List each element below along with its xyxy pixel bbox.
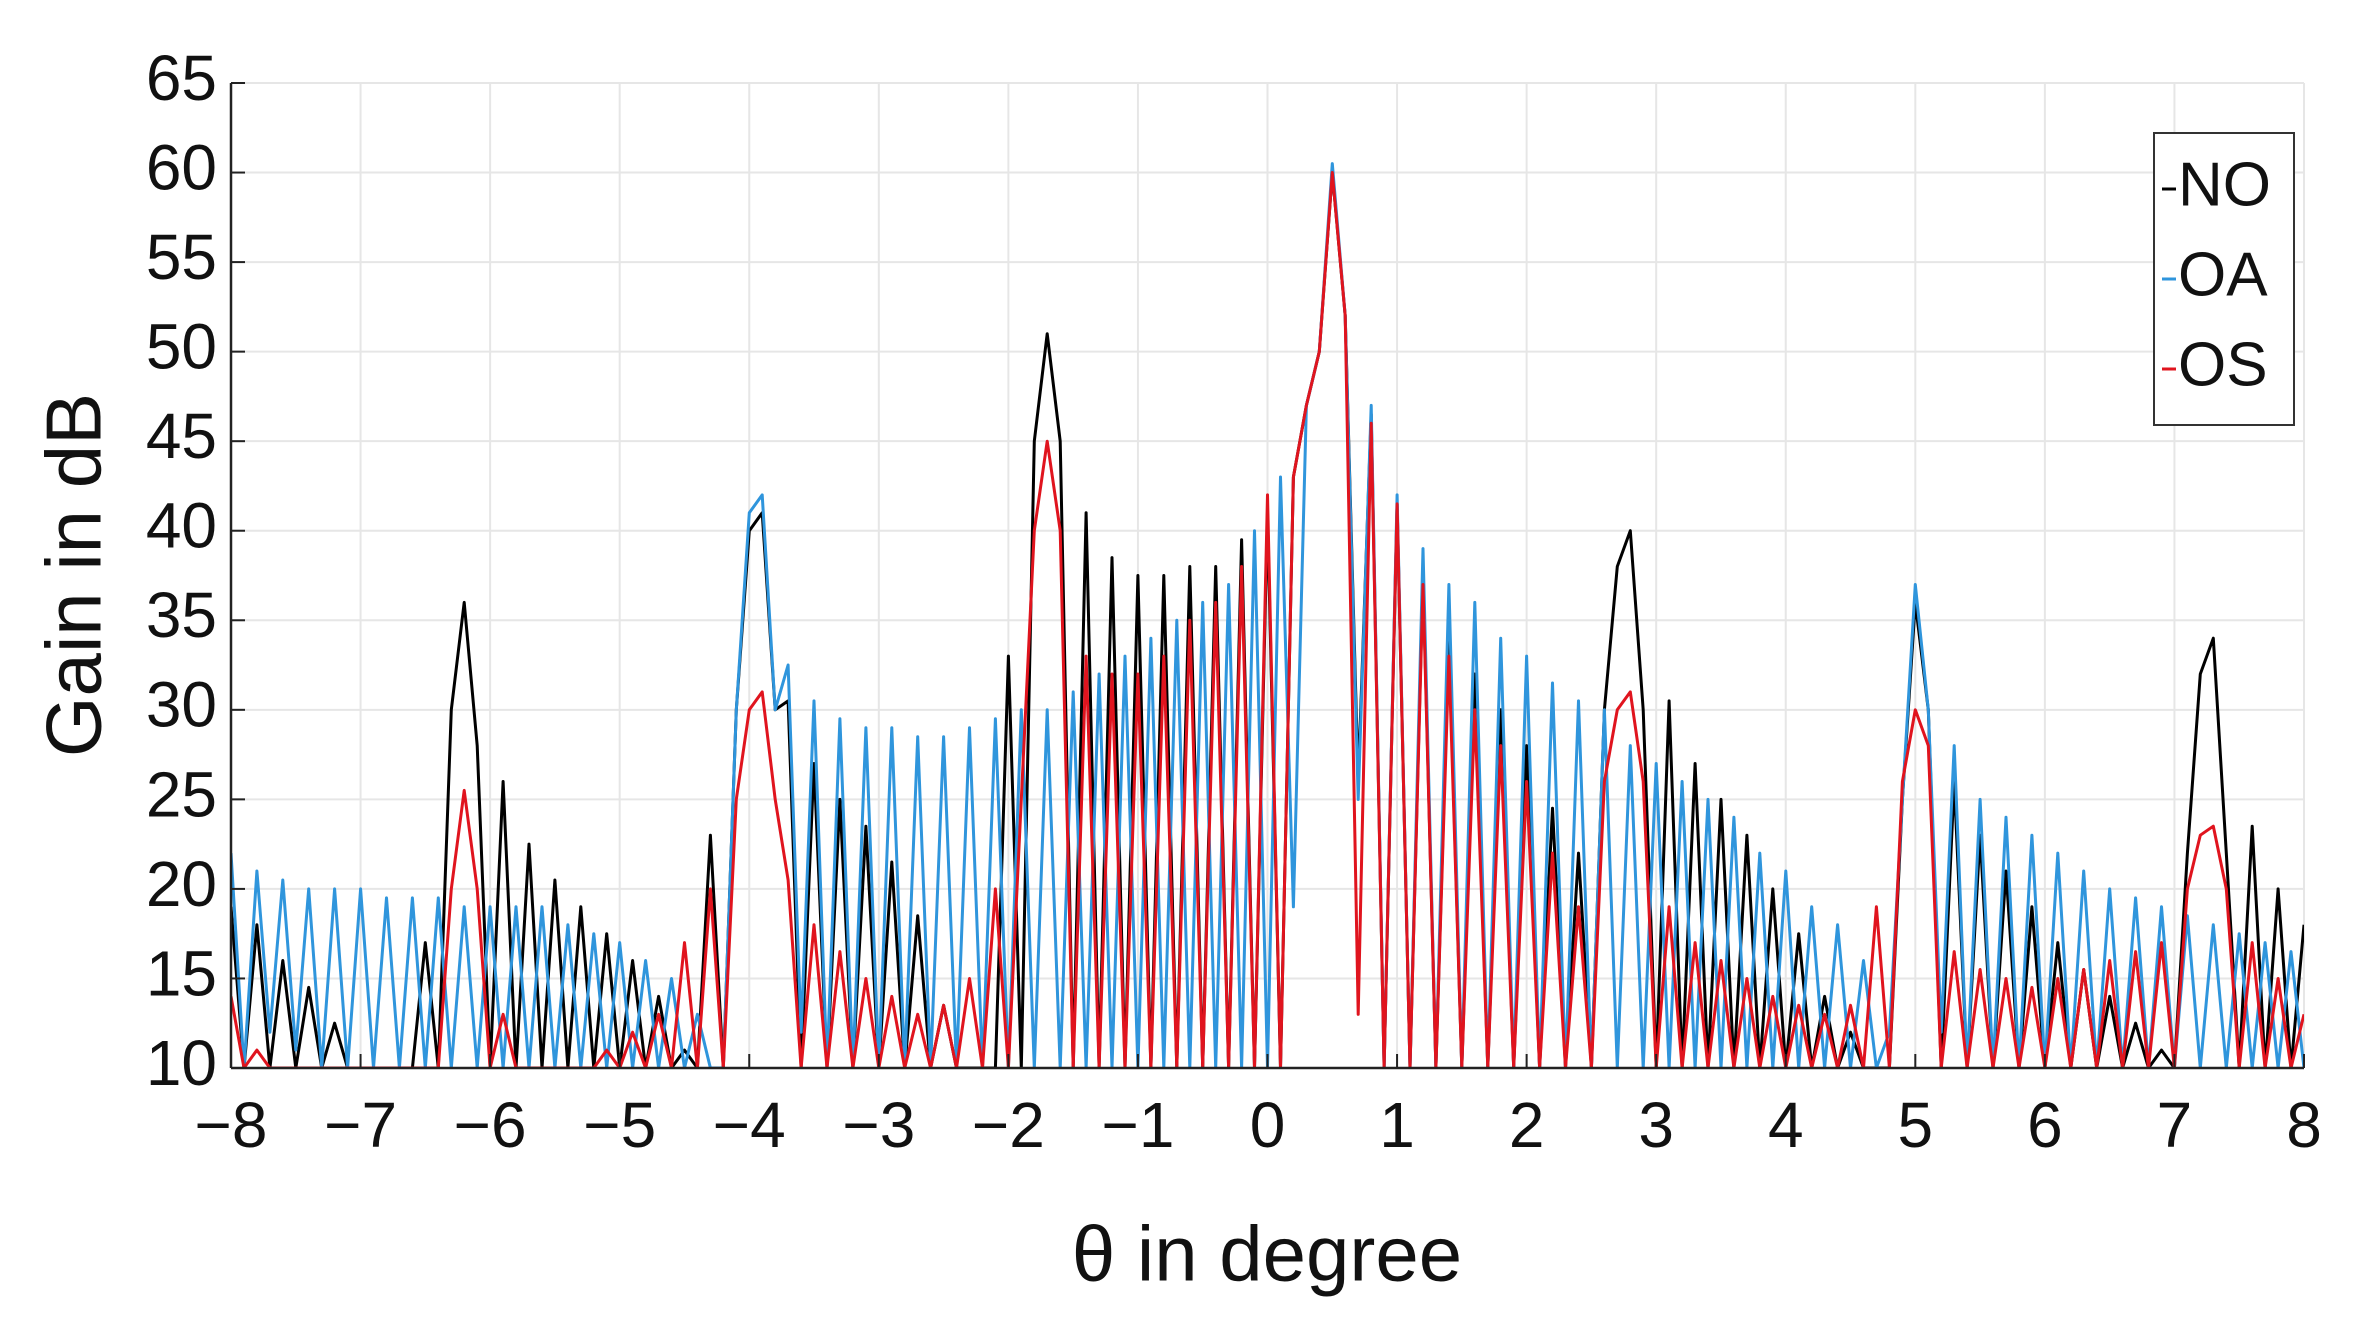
legend-box <box>2153 132 2295 426</box>
plot-lines <box>231 162 2304 1068</box>
x-tick-label: −7 <box>324 1089 397 1161</box>
x-tick-label: −8 <box>195 1089 268 1161</box>
y-tick-label: 10 <box>146 1027 217 1099</box>
y-tick-label: 15 <box>146 937 217 1009</box>
series-line <box>231 171 2304 1068</box>
x-tick-label: 7 <box>2157 1089 2193 1161</box>
y-tick-label: 45 <box>146 400 217 472</box>
x-tick-label: 3 <box>1638 1089 1674 1161</box>
y-axis-label: Gain in dB <box>30 393 118 757</box>
x-tick-label: −2 <box>972 1089 1045 1161</box>
y-tick-label: 65 <box>146 42 217 114</box>
x-tick-label: 0 <box>1250 1089 1286 1161</box>
y-tick-label: 35 <box>146 579 217 651</box>
x-tick-label: −3 <box>842 1089 915 1161</box>
y-tick-label: 20 <box>146 848 217 920</box>
y-tick-label: 40 <box>146 490 217 562</box>
legend-label: OA <box>2178 240 2268 309</box>
x-tick-label: −5 <box>583 1089 656 1161</box>
series-line <box>231 162 2304 1068</box>
x-axis-label: θ in degree <box>1072 1210 1462 1298</box>
y-tick-label: 55 <box>146 221 217 293</box>
legend-label: OS <box>2178 330 2268 399</box>
x-tick-label: 1 <box>1379 1089 1415 1161</box>
legend-label: NO <box>2178 150 2271 219</box>
axes: −8 −7 −6 −5 −4 −3 −2 −1 0 1 2 3 4 5 6 7 8101520253035404… <box>146 42 2322 1161</box>
x-tick-label: −1 <box>1101 1089 1174 1161</box>
y-tick-label: 60 <box>146 131 217 203</box>
legend: NO OA OS <box>2153 132 2295 426</box>
x-tick-label: 6 <box>2027 1089 2063 1161</box>
y-tick-label: 50 <box>146 311 217 383</box>
y-tick-label: 25 <box>146 758 217 830</box>
y-tick-label: 30 <box>146 669 217 741</box>
x-tick-label: 2 <box>1509 1089 1545 1161</box>
x-tick-label: −6 <box>454 1089 527 1161</box>
x-tick-label: 8 <box>2286 1089 2322 1161</box>
x-tick-label: 5 <box>1898 1089 1934 1161</box>
x-tick-label: −4 <box>713 1089 786 1161</box>
x-tick-label: 4 <box>1768 1089 1804 1161</box>
